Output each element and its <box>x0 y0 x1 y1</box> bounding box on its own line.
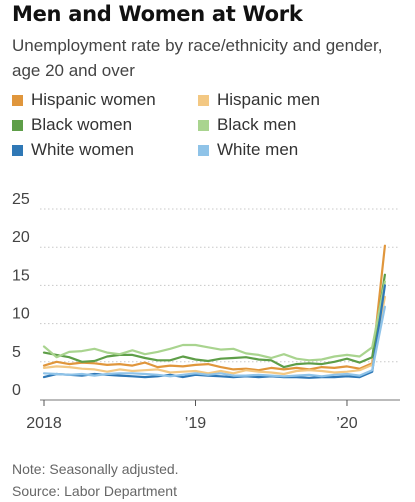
legend-label: Black men <box>217 115 297 134</box>
y-tick-label: 0 <box>12 382 21 399</box>
legend-item-black-women: Black women <box>12 115 132 135</box>
legend-label: Hispanic women <box>31 90 156 109</box>
series-line-black-men <box>42 280 386 362</box>
series-line-hispanic-women <box>42 244 386 372</box>
legend-item-hispanic-men: Hispanic men <box>198 90 320 110</box>
series-line-black-women <box>42 273 386 369</box>
legend-swatch <box>198 144 209 156</box>
legend-swatch <box>12 144 23 156</box>
y-tick-label: 25 <box>12 191 30 208</box>
legend-item-white-men: White men <box>198 140 298 160</box>
legend-swatch <box>12 119 23 131</box>
series-line-white-men <box>42 305 386 378</box>
source-text: Source: Labor Department <box>12 483 177 499</box>
chart-subtitle: Unemployment rate by race/ethnicity and … <box>12 36 383 80</box>
note-text: Note: Seasonally adjusted. <box>12 461 179 477</box>
x-tick-label: 2018 <box>26 415 62 432</box>
series-line-hispanic-men <box>42 295 386 376</box>
legend-item-white-women: White women <box>12 140 134 160</box>
series-lines <box>42 244 386 379</box>
legend-label: Black women <box>31 115 133 134</box>
footnote: Note: Seasonally adjusted. Source: Labor… <box>12 458 179 502</box>
x-tick-label: ’19 <box>185 415 206 432</box>
y-tick-label: 15 <box>12 267 30 284</box>
chart-title: Men and Women at Work <box>12 2 303 26</box>
line-chart: 0 5 10 15 20 25 2018 ’19 ’20 <box>12 191 400 432</box>
legend-swatch <box>198 119 209 131</box>
x-axis-ticks: 2018 ’19 ’20 <box>26 400 358 432</box>
legend-swatch <box>12 94 23 106</box>
y-axis-ticks: 0 5 10 15 20 25 <box>12 191 30 399</box>
legend-label: White women <box>31 140 134 159</box>
legend-swatch <box>198 94 209 106</box>
gridlines <box>40 208 400 401</box>
legend-label: Hispanic men <box>217 90 320 109</box>
legend-item-black-men: Black men <box>198 115 296 135</box>
y-tick-label: 10 <box>12 306 30 323</box>
x-tick-label: ’20 <box>336 415 357 432</box>
legend-label: White men <box>217 140 299 159</box>
y-tick-label: 5 <box>12 344 21 361</box>
legend-item-hispanic-women: Hispanic women <box>12 90 156 110</box>
y-tick-label: 20 <box>12 229 30 246</box>
